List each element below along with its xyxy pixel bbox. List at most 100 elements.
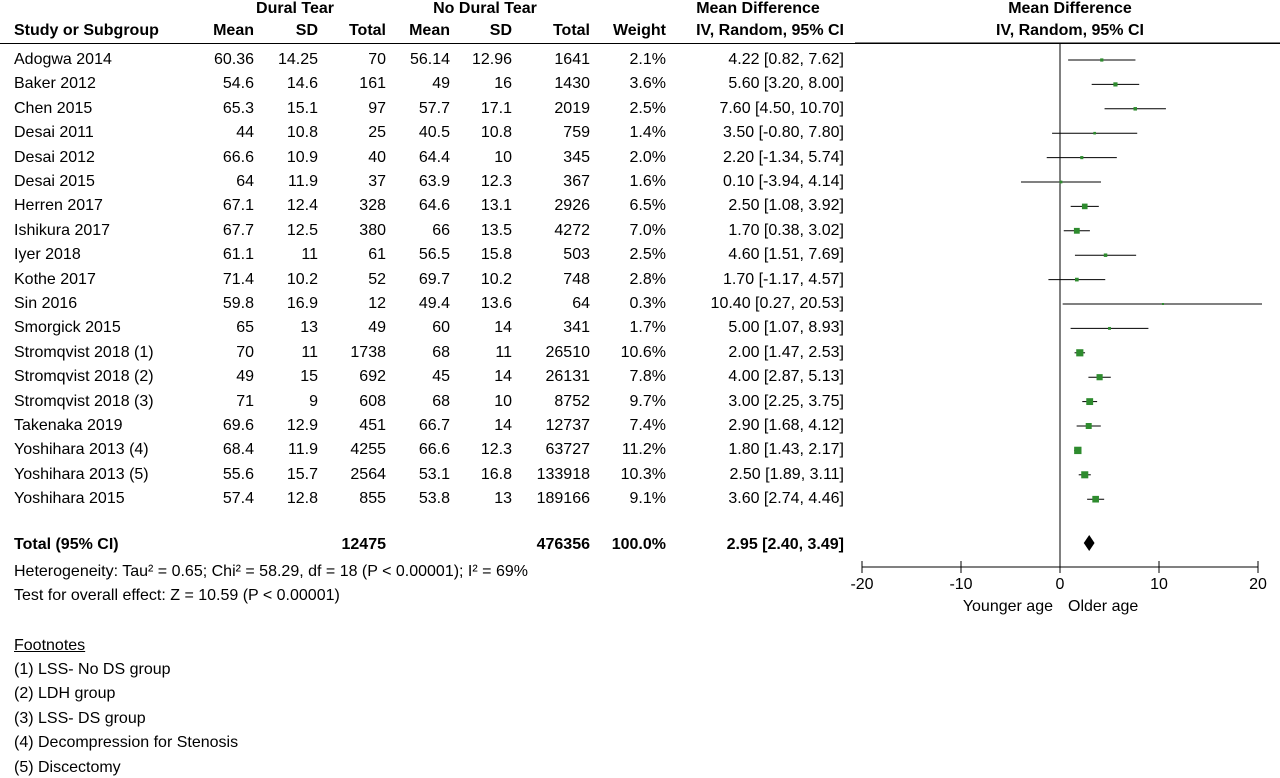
footnote-4: (4) Decompression for Stenosis: [14, 734, 239, 751]
sd2-cell: 14: [494, 368, 512, 385]
mean2-cell: 40.5: [418, 124, 450, 141]
total2-cell: 4272: [554, 222, 590, 239]
weight-cell: 9.1%: [629, 490, 666, 507]
footnote-1: (1) LSS- No DS group: [14, 661, 171, 678]
ci-cell: 10.40 [0.27, 20.53]: [710, 295, 844, 312]
study-name: Yoshihara 2015: [14, 490, 125, 507]
sd1-cell: 12.9: [286, 417, 318, 434]
total-ci: 2.95 [2.40, 3.49]: [726, 536, 844, 553]
total2-cell: 367: [563, 173, 590, 190]
study-marker: [1092, 495, 1099, 503]
weight-header: Weight: [612, 22, 666, 39]
weight-cell: 2.5%: [629, 246, 666, 263]
total1-cell: 855: [359, 490, 386, 507]
sd1-cell: 10.9: [286, 149, 318, 166]
study-name: Sin 2016: [14, 295, 78, 312]
total2-header: Total: [552, 22, 590, 39]
heterogeneity-text: Heterogeneity: Tau² = 0.65; Chi² = 58.29…: [14, 563, 528, 580]
sd1-cell: 13: [300, 319, 318, 336]
sd2-cell: 17.1: [480, 100, 512, 117]
total1-cell: 380: [359, 222, 386, 239]
sd1-cell: 11: [301, 246, 318, 263]
study-marker: [1080, 156, 1084, 160]
favours-left-label: Younger age: [963, 598, 1053, 615]
total1-cell: 25: [368, 124, 386, 141]
sd1-header: SD: [295, 22, 318, 39]
mean2-cell: 64.6: [418, 197, 450, 214]
ci-cell: 3.00 [2.25, 3.75]: [728, 393, 844, 410]
footnote-5: (5) Discectomy: [14, 759, 121, 776]
study-name: Desai 2011: [14, 124, 94, 141]
total1-cell: 1738: [350, 344, 386, 361]
sd2-cell: 10.8: [480, 124, 512, 141]
mean1-cell: 67.1: [222, 197, 254, 214]
total2-cell: 12737: [545, 417, 591, 434]
favours-right-label: Older age: [1068, 598, 1138, 615]
total1-cell: 37: [368, 173, 386, 190]
sd2-cell: 10: [494, 393, 512, 410]
total2-cell: 748: [563, 271, 590, 288]
mean1-cell: 55.6: [222, 466, 254, 483]
sd2-cell: 16.8: [480, 466, 512, 483]
total1-cell: 4255: [350, 441, 386, 458]
mean1-cell: 68.4: [222, 441, 254, 458]
overall-effect-text: Test for overall effect: Z = 10.59 (P < …: [14, 587, 340, 604]
sd2-cell: 13.5: [480, 222, 512, 239]
ci-cell: 4.60 [1.51, 7.69]: [728, 246, 844, 263]
mean1-cell: 69.6: [222, 417, 254, 434]
total1-cell: 692: [359, 368, 386, 385]
sd1-cell: 11.9: [288, 173, 318, 190]
study-marker: [1081, 471, 1089, 479]
sd1-cell: 14.6: [286, 75, 318, 92]
sd1-cell: 10.2: [286, 271, 318, 288]
sd1-cell: 10.8: [286, 124, 318, 141]
weight-cell: 6.5%: [629, 197, 666, 214]
ci-cell: 1.70 [0.38, 3.02]: [728, 222, 844, 239]
sd1-cell: 11: [301, 344, 318, 361]
study-name: Ishikura 2017: [14, 222, 111, 239]
total-weight: 100.0%: [611, 536, 666, 553]
sd2-cell: 14: [494, 319, 512, 336]
mean2-cell: 53.1: [418, 466, 450, 483]
mean2-cell: 64.4: [418, 149, 450, 166]
ci-cell: 1.80 [1.43, 2.17]: [728, 441, 844, 458]
group2-header: No Dural Tear: [433, 0, 537, 17]
total2-cell: 64: [572, 295, 590, 312]
mean2-cell: 60: [432, 319, 450, 336]
weight-cell: 7.4%: [629, 417, 666, 434]
total-label: Total (95% CI): [14, 536, 119, 553]
mean1-cell: 54.6: [222, 75, 254, 92]
mean1-cell: 65.3: [222, 100, 254, 117]
mean1-cell: 71.4: [222, 271, 254, 288]
x-tick-label: -20: [850, 576, 873, 593]
md-header-sub: IV, Random, 95% CI: [696, 22, 844, 39]
weight-cell: 10.6%: [620, 344, 666, 361]
mean2-cell: 56.5: [418, 246, 450, 263]
sd1-cell: 9: [309, 393, 318, 410]
mean1-cell: 64: [236, 173, 254, 190]
sd2-cell: 13.6: [480, 295, 512, 312]
study-marker: [1074, 446, 1082, 455]
total1-value: 12475: [341, 536, 387, 553]
study-marker: [1113, 82, 1118, 87]
mean2-cell: 66.6: [418, 441, 450, 458]
pooled-diamond: [1083, 535, 1095, 551]
total1-cell: 49: [368, 319, 386, 336]
ci-cell: 0.10 [-3.94, 4.14]: [723, 173, 844, 190]
sd2-cell: 13.1: [480, 197, 512, 214]
ci-cell: 2.00 [1.47, 2.53]: [728, 344, 844, 361]
mean2-cell: 68: [432, 393, 450, 410]
sd1-cell: 15.7: [286, 466, 318, 483]
sd1-cell: 14.25: [277, 51, 318, 68]
mean2-cell: 56.14: [409, 51, 450, 68]
weight-cell: 0.3%: [629, 295, 666, 312]
study-name: Baker 2012: [14, 75, 96, 92]
total1-header: Total: [348, 22, 386, 39]
mean1-cell: 59.8: [222, 295, 254, 312]
sd1-cell: 11.9: [288, 441, 318, 458]
study-marker: [1073, 227, 1080, 234]
mean2-cell: 49: [432, 75, 450, 92]
total2-cell: 26131: [545, 368, 591, 385]
study-marker: [1100, 58, 1104, 62]
